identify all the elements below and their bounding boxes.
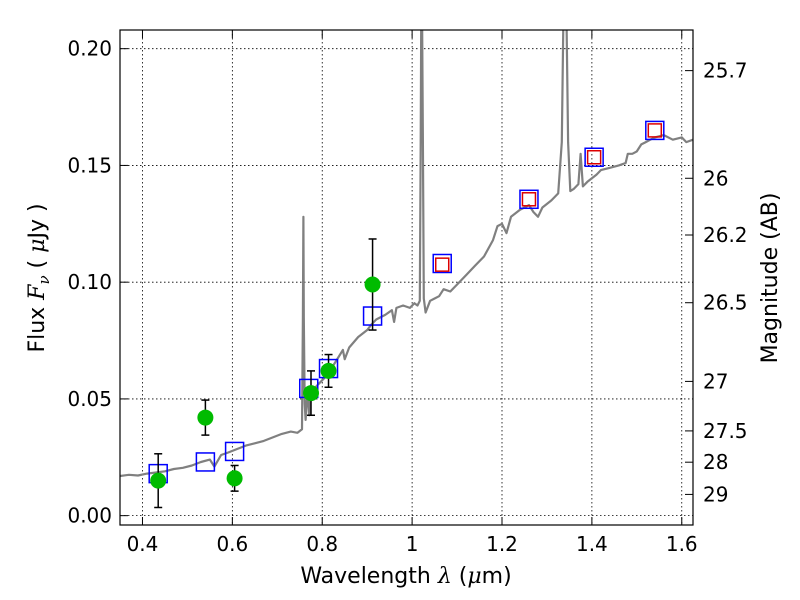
observed-square (647, 123, 663, 138)
observed-point (150, 472, 167, 489)
observed-square (434, 257, 450, 272)
right-tick-label: 27.5 (703, 419, 748, 443)
model-photometry-square (519, 189, 539, 210)
right-tick-label: 27 (703, 369, 728, 393)
model-photometry-square (195, 452, 216, 472)
observed-square (521, 192, 537, 207)
model-photometry-square (584, 147, 604, 168)
observed-point (303, 385, 319, 402)
right-tick-label: 26.2 (703, 223, 748, 247)
plot-frame (119, 29, 694, 526)
x-tick-label: 1.6 (666, 532, 698, 556)
observed-point (320, 362, 337, 379)
spectrum-line (120, 30, 693, 478)
right-axis-label: Magnitude (AB) (758, 193, 783, 364)
observed-point (226, 470, 243, 487)
x-tick-label: 0.4 (127, 532, 159, 556)
model-photometry-square (224, 441, 245, 462)
x-tick-label: 1 (406, 532, 419, 556)
right-tick-label: 28 (703, 450, 728, 474)
observed-square (586, 150, 602, 165)
y-axis-label: Flux Fν ( μJy ) (25, 203, 53, 352)
y-tick-label: 0.20 (67, 37, 112, 61)
right-tick-label: 25.7 (703, 59, 748, 83)
y-tick-label: 0.15 (67, 153, 112, 177)
model-photometry-square (432, 253, 452, 274)
x-tick-label: 0.6 (216, 532, 248, 556)
x-axis-label: Wavelength λ (μm) (300, 564, 511, 589)
y-tick-label: 0.10 (67, 270, 112, 294)
x-tick-label: 0.8 (306, 532, 338, 556)
observed-point (197, 409, 214, 426)
right-tick-label: 26 (703, 166, 728, 190)
right-tick-label: 29 (703, 482, 728, 506)
x-tick-label: 1.4 (576, 532, 608, 556)
y-tick-label: 0.00 (67, 504, 112, 528)
grid (120, 30, 693, 525)
right-tick-label: 26.5 (703, 291, 748, 315)
series-layer (120, 30, 693, 509)
y-tick-label: 0.05 (67, 387, 112, 411)
observed-point (364, 276, 381, 293)
x-tick-label: 1.2 (486, 532, 518, 556)
ticks: 0.4 0.6 0.8 1 1.2 1.4 1.6 0.00 0.05 0.10 0.15 0.20 2… (67, 30, 748, 556)
model-photometry-square (645, 120, 665, 141)
